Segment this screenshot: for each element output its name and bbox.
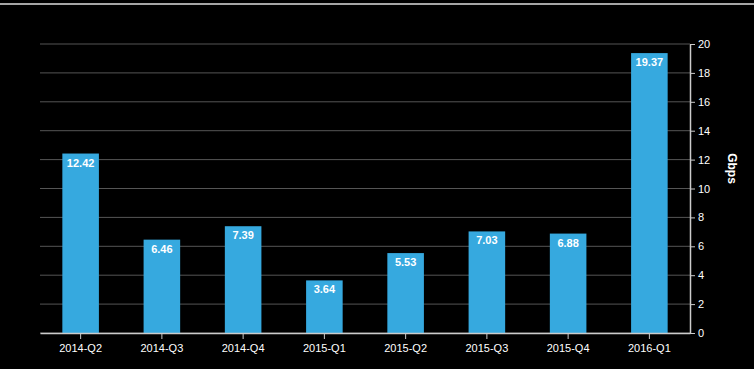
grid-line (40, 101, 690, 102)
data-label: 3.64 (314, 283, 336, 295)
x-tick-label: 2016-Q1 (628, 342, 671, 354)
y-tick-label: 16 (698, 96, 710, 108)
y-tick-label: 2 (698, 298, 704, 310)
x-tick-label: 2015-Q3 (465, 342, 508, 354)
y-tick-label: 18 (698, 67, 710, 79)
x-tick: 2015-Q4 (547, 333, 590, 354)
x-tick-mark (649, 333, 650, 339)
y-tick-mark (690, 73, 695, 74)
y-tick: 0 (690, 327, 704, 339)
bar (387, 253, 424, 333)
grid-line (40, 130, 690, 131)
grid-line (40, 44, 690, 45)
x-tick-mark (405, 333, 406, 339)
y-tick-label: 8 (698, 211, 704, 223)
grid-line (40, 188, 690, 189)
y-tick: 20 (690, 38, 710, 50)
bar (62, 154, 99, 333)
x-tick-mark (80, 333, 81, 339)
x-tick-mark (486, 333, 487, 339)
x-tick-mark (324, 333, 325, 339)
y-tick-label: 0 (698, 327, 704, 339)
data-label: 6.88 (557, 237, 578, 249)
y-tick: 6 (690, 240, 704, 252)
y-tick: 8 (690, 211, 704, 223)
data-labels: 12.42 6.46 7.39 3.64 5.53 7.03 6.88 19.37 (67, 56, 663, 295)
x-tick: 2015-Q1 (303, 333, 346, 354)
bars (62, 53, 667, 333)
y-axis-title: Gbps (725, 153, 739, 184)
top-rule (0, 3, 754, 5)
bar (469, 231, 506, 333)
y-tick-mark (690, 189, 695, 190)
y-tick-mark (690, 333, 695, 334)
x-tick-mark (243, 333, 244, 339)
y-tick-mark (690, 304, 695, 305)
x-tick-mark (568, 333, 569, 339)
y-tick: 16 (690, 96, 710, 108)
x-tick-label: 2014-Q3 (140, 342, 183, 354)
bar (144, 240, 181, 333)
bar (306, 280, 343, 333)
grid-line (40, 72, 690, 73)
y-tick-mark (690, 217, 695, 218)
grid-line (40, 275, 690, 276)
y-tick-label: 6 (698, 240, 704, 252)
x-tick: 2014-Q2 (59, 333, 102, 354)
data-label: 5.53 (395, 256, 416, 268)
y-tick-label: 20 (698, 38, 710, 50)
chart: 12.42 6.46 7.39 3.64 5.53 7.03 6.88 19.37 2014-Q… (0, 0, 754, 369)
y-tick-mark (690, 102, 695, 103)
x-tick-label: 2015-Q1 (303, 342, 346, 354)
data-label: 7.39 (232, 229, 253, 241)
y-tick-label: 10 (698, 183, 710, 195)
y-tick: 2 (690, 298, 704, 310)
y-tick: 4 (690, 269, 704, 281)
x-tick-label: 2015-Q2 (384, 342, 427, 354)
grid-line (40, 217, 690, 218)
x-axis-line (41, 333, 691, 335)
x-tick-label: 2014-Q4 (222, 342, 265, 354)
x-tick-label: 2015-Q4 (547, 342, 590, 354)
y-tick: 12 (690, 154, 710, 166)
x-tick: 2015-Q3 (465, 333, 508, 354)
y-tick-label: 14 (698, 125, 710, 137)
data-label: 12.42 (67, 157, 95, 169)
x-tick: 2016-Q1 (628, 333, 671, 354)
data-label: 19.37 (636, 56, 664, 68)
background (0, 0, 754, 369)
y-axis: 0 2 4 6 8 10 12 14 16 18 20 (690, 38, 710, 339)
data-label: 7.03 (476, 234, 497, 246)
grid-line (40, 159, 690, 160)
y-tick-mark (690, 275, 695, 276)
bar (550, 234, 587, 333)
y-tick-mark (690, 44, 695, 45)
bar (631, 53, 668, 333)
x-tick-mark (161, 333, 162, 339)
x-axis: 2014-Q2 2014-Q3 2014-Q4 2015-Q1 2015-Q2 2015-… (41, 333, 691, 354)
y-tick: 10 (690, 183, 710, 195)
y-tick-mark (690, 160, 695, 161)
y-tick-mark (690, 246, 695, 247)
y-tick-mark (690, 131, 695, 132)
plot: 12.42 6.46 7.39 3.64 5.53 7.03 6.88 19.37 2014-Q… (40, 38, 739, 354)
grid-line (40, 246, 690, 247)
y-tick: 14 (690, 125, 710, 137)
y-tick: 18 (690, 67, 710, 79)
y-tick-label: 12 (698, 154, 710, 166)
x-tick: 2015-Q2 (384, 333, 427, 354)
grid-line (40, 304, 690, 305)
x-tick: 2014-Q4 (222, 333, 265, 354)
grid-line (40, 333, 690, 334)
bar (225, 226, 262, 333)
y-tick-label: 4 (698, 269, 704, 281)
grid (40, 44, 690, 333)
x-tick: 2014-Q3 (140, 333, 183, 354)
data-label: 6.46 (151, 243, 172, 255)
x-tick-label: 2014-Q2 (59, 342, 102, 354)
